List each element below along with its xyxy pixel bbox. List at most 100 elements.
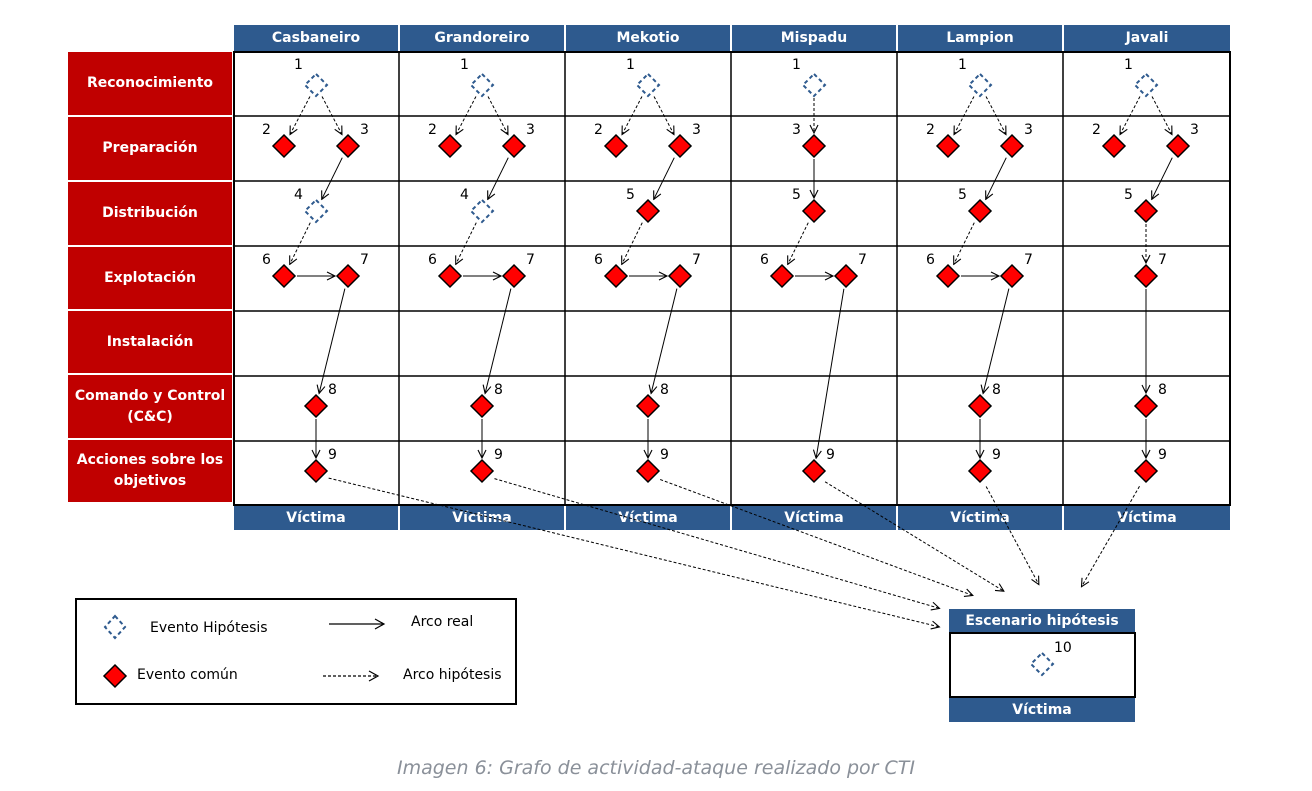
common-event-node: 9 (967, 447, 1001, 484)
hypothesis-event-node: 1 (1124, 57, 1159, 98)
hypothesis-arc (321, 96, 342, 135)
column-footer-victima: Víctima (399, 506, 565, 530)
event-number: 9 (826, 447, 835, 463)
event-number: 1 (626, 57, 635, 73)
hypothesis-arc (788, 222, 809, 265)
event-number: 2 (1092, 122, 1101, 138)
common-event-node: 3 (792, 122, 827, 159)
hypothesis-arc-to-scenario (660, 479, 973, 596)
column-footer-victima: Víctima (565, 506, 731, 530)
real-arc (651, 288, 678, 394)
common-event-node: 8 (469, 382, 503, 419)
event-number: 2 (926, 122, 935, 138)
common-event-node: 6 (262, 252, 297, 289)
row-label-instalacion: Instalación (68, 311, 232, 375)
event-number: 8 (494, 382, 503, 398)
hypothesis-event-node: 1 (294, 57, 329, 98)
hypothesis-arc (456, 96, 477, 135)
hypothesis-arc-to-scenario (328, 477, 940, 627)
common-event-node: 7 (667, 252, 701, 289)
real-arc (983, 288, 1010, 394)
event-number: 7 (1158, 252, 1167, 268)
hypothesis-arc (1151, 96, 1172, 135)
hypothesis-arc-icon (323, 670, 380, 682)
hypothesis-arc (1120, 96, 1141, 135)
hypothesis-arc (954, 96, 975, 135)
event-number: 7 (692, 252, 701, 268)
column-header-mispadu: Mispadu (731, 25, 897, 51)
event-number: 5 (792, 187, 801, 203)
scenario-hypothesis-node: 10 (1029, 640, 1072, 677)
common-event-node: 5 (1124, 187, 1159, 224)
event-number: 7 (360, 252, 369, 268)
event-number: 2 (428, 122, 437, 138)
hypothesis-event-node: 1 (792, 57, 827, 98)
column-footer-victima: Víctima (233, 506, 399, 530)
row-label-explotacion: Explotación (68, 247, 232, 311)
common-event-node: 5 (792, 187, 827, 224)
common-event-node: 2 (262, 122, 297, 159)
hypothesis-event-node: 1 (460, 57, 495, 98)
legend-symbols (102, 614, 386, 689)
column-header-casbaneiro: Casbaneiro (233, 25, 399, 51)
event-number: 5 (626, 187, 635, 203)
figure-caption: Imagen 6: Grafo de actividad-ataque real… (396, 757, 916, 779)
hypothesis-arc (622, 96, 643, 135)
event-number: 3 (1024, 122, 1033, 138)
common-event-node: 3 (999, 122, 1033, 159)
hypothesis-event-node: 1 (958, 57, 993, 98)
event-number: 3 (360, 122, 369, 138)
legend-real-arc-label: Arco real (411, 614, 474, 630)
common-event-node: 8 (1133, 382, 1167, 419)
common-event-node: 2 (428, 122, 463, 159)
hypothesis-arc (954, 222, 975, 265)
event-number: 7 (526, 252, 535, 268)
row-label-acciones-objetivos: Acciones sobre los objetivos (68, 440, 232, 504)
event-number: 1 (958, 57, 967, 73)
hypothesis-arc-to-scenario (1081, 486, 1140, 586)
legend-hypothesis-event-label: Evento Hipótesis (150, 620, 268, 636)
event-number: 8 (328, 382, 337, 398)
column-header-grandoreiro: Grandoreiro (399, 25, 565, 51)
row-label-comando-control: Comando y Control (C&C) (68, 375, 232, 440)
hypothesis-arc (985, 96, 1006, 135)
event-number: 6 (760, 252, 769, 268)
real-arc (319, 288, 346, 394)
event-number: 9 (328, 447, 337, 463)
column-footer-victima: Víctima (731, 506, 897, 530)
hypothesis-arc (653, 96, 674, 135)
real-arc-icon (329, 618, 386, 630)
hypothesis-event-node: 4 (294, 187, 329, 224)
hypothesis-event-icon (103, 614, 127, 640)
event-number: 4 (294, 187, 303, 203)
event-number: 8 (1158, 382, 1167, 398)
event-number: 6 (594, 252, 603, 268)
event-number: 3 (692, 122, 701, 138)
event-number: 9 (992, 447, 1001, 463)
event-number: 4 (460, 187, 469, 203)
real-arc (986, 157, 1007, 200)
common-event-node: 7 (833, 252, 867, 289)
real-arc (816, 288, 845, 458)
common-event-node: 6 (760, 252, 795, 289)
event-number: 3 (792, 122, 801, 138)
event-number: 2 (594, 122, 603, 138)
common-event-node: 9 (1133, 447, 1167, 484)
event-number: 7 (858, 252, 867, 268)
event-number: 5 (1124, 187, 1133, 203)
column-footer-victima: Víctima (897, 506, 1063, 530)
column-header-mekotio: Mekotio (565, 25, 731, 51)
common-event-node: 5 (626, 187, 661, 224)
event-number: 8 (660, 382, 669, 398)
hypothesis-arc (290, 222, 311, 265)
common-event-node: 9 (635, 447, 669, 484)
event-number: 3 (1190, 122, 1199, 138)
hypothesis-arc (487, 96, 508, 135)
event-number: 9 (660, 447, 669, 463)
legend: Evento Hipótesis Evento común Arco real … (75, 598, 517, 705)
common-event-node: 3 (501, 122, 535, 159)
common-event-node: 6 (594, 252, 629, 289)
row-label-distribucion: Distribución (68, 182, 232, 247)
real-arc (654, 157, 675, 200)
column-header-lampion: Lampion (897, 25, 1063, 51)
